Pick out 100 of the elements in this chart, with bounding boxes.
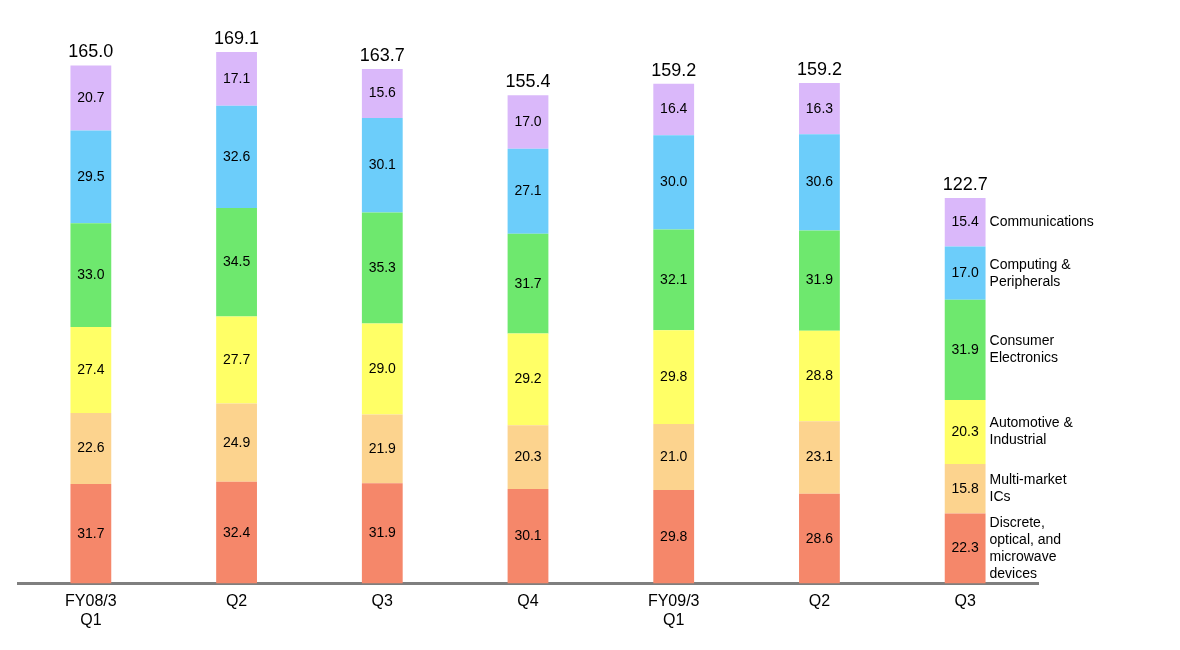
data-label: 15.4 <box>951 213 979 230</box>
series-label: Automotive & Industrial <box>989 414 1074 448</box>
bar <box>70 130 112 224</box>
data-label: 15.8 <box>951 479 979 496</box>
data-label: 20.7 <box>77 88 105 105</box>
series-label: Communications <box>989 213 1094 230</box>
bar <box>944 463 986 514</box>
bar <box>799 230 840 331</box>
data-label: 21.0 <box>660 447 688 464</box>
data-label: 22.6 <box>77 439 105 456</box>
bar <box>70 223 112 327</box>
bar <box>70 483 112 584</box>
data-label: 31.9 <box>805 271 834 288</box>
bar <box>507 233 549 334</box>
data-label: 16.4 <box>660 100 688 117</box>
bar <box>653 330 695 424</box>
x-tick-label: Q2 <box>808 591 831 609</box>
bar <box>70 326 112 413</box>
data-label: 29.2 <box>514 370 542 387</box>
bar <box>653 135 695 230</box>
bar <box>799 83 840 135</box>
bar <box>507 148 549 234</box>
data-label: 16.3 <box>805 99 834 116</box>
bar <box>507 95 549 149</box>
data-label: 32.1 <box>660 270 688 287</box>
data-label: 15.6 <box>368 84 397 101</box>
total-label: 122.7 <box>942 174 988 195</box>
bar <box>216 403 257 482</box>
data-label: 30.6 <box>805 173 834 190</box>
data-label: 17.0 <box>951 264 979 281</box>
bar <box>361 117 403 213</box>
data-label: 30.1 <box>514 527 542 544</box>
x-tick-label: Q4 <box>517 591 539 609</box>
bar <box>361 483 403 584</box>
data-label: 31.9 <box>368 524 397 541</box>
series-label: Discrete, optical, and microwave devices <box>989 513 1062 581</box>
data-label: 33.0 <box>77 265 105 282</box>
bar <box>799 330 840 422</box>
data-label: 29.8 <box>660 527 688 544</box>
series-label: Consumer Electronics <box>989 332 1059 366</box>
bar <box>361 323 403 415</box>
data-label: 24.9 <box>222 433 251 450</box>
bar <box>361 68 403 118</box>
data-label: 30.1 <box>368 156 397 173</box>
data-label: 21.9 <box>368 439 397 456</box>
total-label: 165.0 <box>68 41 114 62</box>
bar <box>70 412 112 484</box>
bar <box>944 198 986 247</box>
bar <box>216 51 257 106</box>
x-tick-label: Q2 <box>225 591 248 609</box>
bar <box>944 513 986 584</box>
data-label: 32.4 <box>222 523 251 540</box>
bar <box>216 105 257 209</box>
bar <box>799 134 840 231</box>
bar <box>361 414 403 484</box>
x-tick-label: Q3 <box>371 591 394 609</box>
bar <box>507 333 549 426</box>
bar <box>799 493 840 584</box>
data-label: 29.0 <box>368 359 397 376</box>
data-label: 28.8 <box>805 366 834 383</box>
x-tick-label: FY09/3 Q1 <box>647 591 700 628</box>
total-label: 169.1 <box>214 27 260 48</box>
bar <box>944 400 986 464</box>
data-label: 28.6 <box>805 529 834 546</box>
x-tick-label: Q3 <box>954 591 976 609</box>
total-label: 163.7 <box>359 44 405 65</box>
bar <box>653 423 695 490</box>
data-label: 17.1 <box>222 69 251 86</box>
data-label: 30.0 <box>660 173 688 190</box>
data-label: 22.3 <box>951 539 979 556</box>
bar <box>653 83 695 136</box>
bar <box>216 481 257 584</box>
data-label: 20.3 <box>951 422 979 439</box>
data-label: 32.6 <box>222 147 251 164</box>
series-label: Computing & Peripherals <box>989 255 1072 289</box>
bar <box>216 208 257 317</box>
bar <box>507 489 549 584</box>
data-label: 31.7 <box>77 524 105 541</box>
bar <box>799 421 840 494</box>
bar <box>653 489 695 584</box>
data-label: 31.7 <box>514 274 542 291</box>
total-label: 159.2 <box>796 59 842 80</box>
bar <box>361 212 403 324</box>
data-label: 27.4 <box>77 360 105 377</box>
data-label: 34.5 <box>222 253 251 270</box>
data-label: 27.7 <box>222 350 251 367</box>
bar <box>216 316 257 404</box>
data-label: 35.3 <box>368 258 397 275</box>
series-label: Multi-market ICs <box>989 471 1067 505</box>
data-label: 23.1 <box>805 448 834 465</box>
x-tick-label: FY08/3 Q1 <box>65 591 117 628</box>
bar <box>944 246 986 300</box>
data-label: 27.1 <box>514 182 542 199</box>
data-label: 17.0 <box>514 112 542 129</box>
data-label: 29.8 <box>660 368 688 385</box>
bar <box>70 65 112 131</box>
bar <box>507 425 549 490</box>
total-label: 159.2 <box>651 59 697 80</box>
data-label: 29.5 <box>77 167 105 184</box>
data-label: 31.9 <box>951 340 979 357</box>
